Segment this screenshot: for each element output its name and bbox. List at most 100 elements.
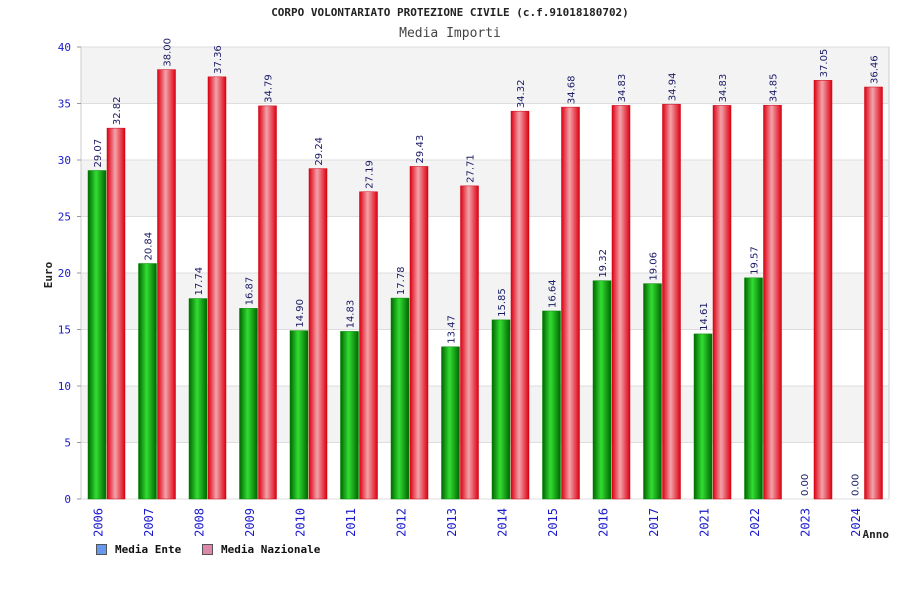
data-label-media-nazionale-2007: 38.00 [163,38,174,67]
data-label-media-ente-2016: 19.32 [598,249,609,278]
legend-label-media-nazionale: Media Nazionale [221,543,321,556]
data-label-media-ente-2024: 0.00 [851,474,862,496]
y-tick-label: 25 [58,211,71,224]
y-tick-label: 40 [58,41,71,54]
x-tick-label: 2012 [394,508,408,537]
y-tick-label: 5 [64,437,71,450]
legend-item-media-ente: Media Ente [96,543,181,556]
bar-media-nazionale-2006 [106,127,126,500]
data-label-media-nazionale-2016: 34.83 [617,74,628,103]
x-tick-label: 2023 [798,508,812,537]
data-label-media-ente-2008: 17.74 [194,267,205,296]
bar-media-nazionale-2011 [359,191,378,500]
bar-media-nazionale-2021 [712,105,732,500]
x-tick-label: 2015 [546,508,560,537]
data-label-media-ente-2009: 16.87 [245,277,256,306]
data-label-media-ente-2007: 20.84 [144,232,155,261]
bar-media-nazionale-2010 [308,168,328,500]
data-label-media-nazionale-2024: 36.46 [870,55,881,84]
x-tick-label: 2017 [647,508,661,537]
data-label-media-nazionale-2006: 32.82 [112,96,123,125]
data-label-media-nazionale-2014: 34.32 [516,80,527,109]
bar-media-nazionale-2023 [813,80,833,500]
data-label-media-ente-2022: 19.57 [750,246,761,275]
bar-media-nazionale-2024 [864,86,883,500]
bar-media-nazionale-2009 [258,105,277,500]
chart-title: CORPO VOLONTARIATO PROTEZIONE CIVILE (c.… [271,6,629,19]
bar-media-nazionale-2008 [207,76,227,500]
data-label-media-nazionale-2013: 27.71 [466,154,477,183]
bar-media-ente-2010 [289,330,309,500]
y-tick-label: 10 [58,380,71,393]
y-tick-label: 0 [64,493,71,506]
data-label-media-ente-2012: 17.78 [396,266,407,295]
x-tick-label: 2009 [243,508,257,537]
bar-media-nazionale-2014 [510,110,530,500]
bar-media-nazionale-2013 [460,185,479,500]
data-label-media-ente-2014: 15.85 [497,288,508,317]
legend-swatch-media-ente [96,544,107,555]
x-axis-label: Anno [863,528,890,541]
x-tick-label: 2022 [748,508,762,537]
bar-media-ente-2007 [138,263,157,500]
legend-item-media-nazionale: Media Nazionale [202,543,320,556]
legend-label-media-ente: Media Ente [115,543,182,556]
data-label-media-ente-2017: 19.06 [649,252,660,281]
x-tick-label: 2016 [596,508,610,537]
bar-media-nazionale-2017 [662,103,681,500]
data-label-media-nazionale-2009: 34.79 [264,74,275,103]
data-label-media-ente-2011: 14.83 [346,300,357,329]
bar-media-ente-2009 [239,308,258,500]
y-tick-label: 15 [58,324,71,337]
x-tick-label: 2021 [697,508,711,537]
data-label-media-nazionale-2010: 29.24 [314,137,325,166]
data-label-media-nazionale-2021: 34.83 [718,74,729,103]
x-tick-label: 2008 [192,508,206,537]
bar-labels-layer: 29.07 32.82 20.84 38.00 17.74 37.36 16.87 34.79… [93,38,881,496]
y-tick-label: 30 [58,154,71,167]
x-tick-label: 2011 [344,508,358,537]
bar-media-ente-2021 [693,333,713,500]
x-tick-label: 2013 [445,508,459,537]
data-label-media-ente-2010: 14.90 [295,299,306,328]
bar-media-ente-2022 [744,277,763,500]
data-label-media-nazionale-2015: 34.68 [567,75,578,104]
data-label-media-nazionale-2023: 37.05 [819,49,830,78]
data-label-media-nazionale-2011: 27.19 [365,160,376,189]
data-label-media-ente-2006: 29.07 [93,139,104,168]
chart-subtitle: Media Importi [399,26,501,41]
data-label-media-ente-2023: 0.00 [800,474,811,496]
data-label-media-ente-2013: 13.47 [447,315,458,344]
data-label-media-nazionale-2008: 37.36 [213,45,224,74]
bar-media-ente-2015 [542,310,561,500]
y-tick-label: 20 [58,267,71,280]
x-tick-label: 2006 [91,508,105,537]
data-label-media-ente-2015: 16.64 [548,279,559,308]
legend-swatch-media-nazionale [202,544,213,555]
bars-layer [87,69,883,500]
x-tick-label: 2014 [495,508,509,537]
bar-media-nazionale-2012 [409,166,429,500]
x-tick-label: 2010 [293,508,307,537]
y-tick-label: 35 [58,98,71,111]
x-tick-label: 2007 [142,508,156,537]
axes-layer: 0 5 10 15 20 25 30 35 40 2006 2007 2008 2009 2010 2011… [58,41,863,537]
bar-media-ente-2006 [87,170,107,500]
bar-media-ente-2011 [340,331,359,500]
bar-media-nazionale-2016 [611,105,631,500]
data-label-media-nazionale-2017: 34.94 [668,73,679,102]
x-tick-label: 2024 [849,508,863,537]
bar-media-ente-2012 [390,297,410,500]
bar-media-ente-2013 [441,346,460,500]
bar-media-nazionale-2022 [763,104,782,500]
bar-media-ente-2014 [491,319,511,500]
data-label-media-ente-2021: 14.61 [699,302,710,331]
bar-media-nazionale-2015 [561,106,580,500]
data-label-media-nazionale-2012: 29.43 [415,135,426,164]
bar-media-ente-2017 [643,283,662,500]
bar-media-ente-2008 [188,298,208,500]
bar-media-nazionale-2007 [157,69,176,500]
bar-media-ente-2016 [592,280,612,500]
y-axis-label: Euro [42,261,55,288]
